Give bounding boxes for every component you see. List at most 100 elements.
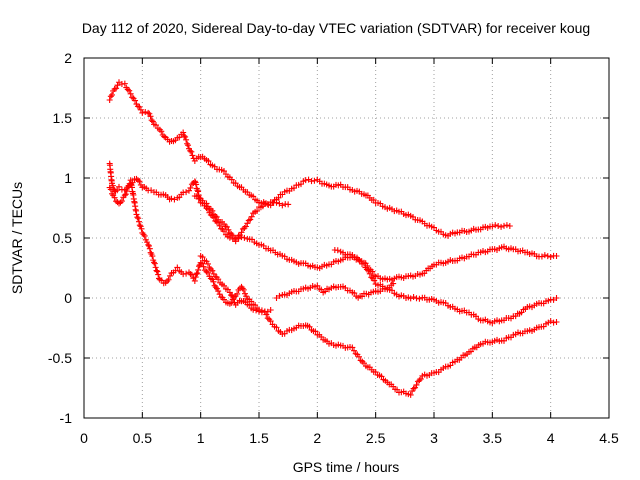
data-point [252,302,259,309]
data-point [185,142,192,149]
data-point [221,282,227,289]
data-point [149,118,156,125]
data-point [107,93,114,100]
data-point [158,128,165,135]
data-point [209,267,216,274]
data-point [121,192,128,199]
y-tick-label: 1 [64,170,72,186]
data-point [228,292,234,299]
data-point [241,234,248,241]
series-track-e [191,193,292,245]
data-point [145,241,152,248]
x-axis-label: GPS time / hours [293,459,400,475]
data-point [506,223,513,229]
y-tick-label: 2 [64,50,72,66]
data-point [250,193,257,200]
data-point [118,198,125,205]
data-point [544,253,551,260]
data-point [410,294,417,301]
y-axis-label: SDTVAR / TECUs [9,182,25,294]
data-point [351,347,357,354]
x-tick-label: 0.5 [133,430,153,446]
data-point [210,278,217,285]
data-point [114,187,121,194]
data-point [351,290,358,297]
data-point [132,97,139,104]
data-point [194,270,201,277]
data-point [250,306,257,313]
data-point [416,295,423,302]
data-point [134,214,141,221]
data-point [165,276,172,283]
data-point [199,254,206,261]
data-point [129,94,136,101]
data-point [183,189,190,196]
data-point [553,319,560,325]
x-tick-label: 1 [197,430,205,446]
y-tick-label: -1 [60,410,73,426]
data-point [183,136,190,143]
data-point [238,229,245,236]
x-tick-label: 1.5 [249,430,269,446]
data-point [123,188,130,195]
data-point [541,252,548,259]
x-tick-label: 0 [80,430,88,446]
data-point [306,323,313,330]
data-point [361,260,367,267]
data-point [229,292,236,299]
data-point [503,222,510,229]
data-point [276,292,283,299]
y-tick-label: 1.5 [53,110,73,126]
data-point [221,228,227,235]
data-point [253,307,260,314]
data-point [137,106,144,113]
data-point [136,178,143,185]
data-point [267,199,274,206]
series-track-a [106,79,513,239]
data-point [194,187,201,194]
data-point [553,253,560,259]
data-point [155,271,162,278]
data-point [254,207,261,214]
data-point [181,132,188,139]
data-point [152,122,159,129]
data-point [314,282,321,289]
data-point [148,117,155,124]
data-point [146,110,153,117]
data-point [174,264,181,271]
data-point [135,215,142,222]
data-point [258,309,265,316]
data-point [215,276,222,283]
data-point [109,91,115,98]
data-point [248,213,255,220]
x-tick-label: 4.5 [599,430,619,446]
data-point [109,182,116,189]
data-point [407,391,414,398]
data-point [550,319,557,326]
data-point [187,147,194,154]
data-point [221,168,227,175]
data-point [149,253,156,260]
y-axis: -1 -0.5 0 0.5 1 1.5 2 [48,50,609,426]
data-point [195,188,202,195]
data-point [501,222,507,229]
data-point [116,183,122,190]
data-point [239,285,246,292]
x-tick-label: 3.5 [483,430,503,446]
data-point [153,267,160,274]
data-point [498,223,505,230]
data-point [193,181,200,188]
series-layer [106,79,560,398]
data-point [547,253,554,260]
data-point [412,384,419,391]
data-point [356,353,362,360]
data-point [216,291,223,298]
data-point [168,195,175,202]
data-point [189,152,196,159]
data-point [188,271,195,278]
data-point [193,271,200,278]
data-point [144,239,150,246]
data-point [114,82,121,89]
data-point [133,211,140,218]
